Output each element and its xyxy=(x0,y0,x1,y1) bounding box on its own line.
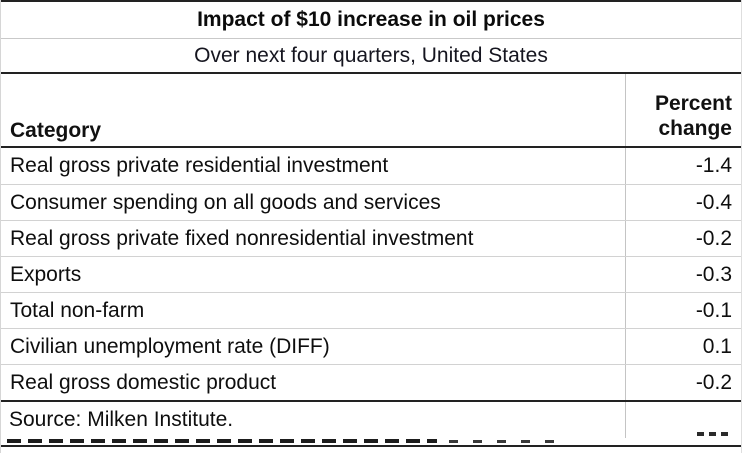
percent-change-column-header: Percent change xyxy=(625,74,741,146)
table-row: Real gross private residential investmen… xyxy=(1,148,741,184)
percent-header-line2: change xyxy=(658,117,732,140)
table-row: Total non-farm -0.1 xyxy=(1,292,741,328)
subtitle-bottom-border xyxy=(1,72,741,74)
table-bottom-border xyxy=(1,445,741,447)
table-row: Exports -0.3 xyxy=(1,256,741,292)
table-header-row: Category Percent change xyxy=(1,74,741,146)
category-cell: Real gross domestic product xyxy=(10,370,277,394)
clipped-text-fragment-right xyxy=(697,432,731,436)
category-cell: Real gross private fixed nonresidential … xyxy=(10,226,474,250)
table-top-border xyxy=(1,0,741,2)
percent-change-cell: -0.3 xyxy=(625,257,741,292)
category-column-header: Category xyxy=(10,119,102,142)
percent-change-cell: -1.4 xyxy=(625,148,741,184)
percent-change-cell: -0.2 xyxy=(625,365,741,400)
clipped-text-fragment-left xyxy=(7,439,437,443)
table-row: Consumer spending on all goods and servi… xyxy=(1,184,741,220)
body-bottom-border xyxy=(1,400,741,402)
clipped-text-fragment-mid xyxy=(449,440,569,443)
category-cell: Total non-farm xyxy=(10,298,145,322)
category-cell: Civilian unemployment rate (DIFF) xyxy=(10,334,330,358)
percent-change-cell: -0.1 xyxy=(625,293,741,328)
category-cell: Consumer spending on all goods and servi… xyxy=(10,190,441,214)
source-text: Source: Milken Institute. xyxy=(9,408,234,431)
table-row: Real gross private fixed nonresidential … xyxy=(1,220,741,256)
percent-header-line1: Percent xyxy=(654,92,732,115)
clipped-bottom-row xyxy=(1,438,741,445)
header-bottom-border xyxy=(1,146,741,148)
table-subtitle: Over next four quarters, United States xyxy=(194,43,548,67)
table-row: Civilian unemployment rate (DIFF) 0.1 xyxy=(1,328,741,364)
category-cell: Real gross private residential investmen… xyxy=(10,154,389,177)
percent-change-cell: -0.2 xyxy=(625,221,741,256)
percent-change-cell: 0.1 xyxy=(625,329,741,364)
source-row: Source: Milken Institute. xyxy=(1,402,741,438)
category-cell: Exports xyxy=(10,262,82,286)
percent-change-cell: -0.4 xyxy=(625,185,741,220)
title-divider xyxy=(1,38,741,39)
source-value-cell xyxy=(625,402,741,438)
table-body: Real gross private residential investmen… xyxy=(1,148,741,400)
table-row: Real gross domestic product -0.2 xyxy=(1,364,741,400)
table-title: Impact of $10 increase in oil prices xyxy=(197,8,545,31)
